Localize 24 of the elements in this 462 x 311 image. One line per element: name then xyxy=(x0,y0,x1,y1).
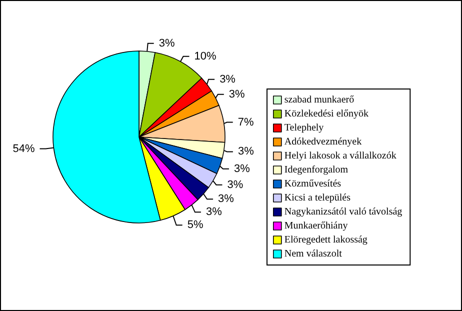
data-label: 3% xyxy=(206,206,222,218)
legend-label: Közlekedési előnyök xyxy=(284,108,369,120)
data-label: 3% xyxy=(227,178,244,191)
legend-label: szabad munkaerő xyxy=(284,94,354,106)
data-label: 3% xyxy=(234,162,250,175)
legend-label: Közművesítés xyxy=(284,178,342,190)
data-label: 10% xyxy=(194,50,216,62)
data-label: 3% xyxy=(238,146,254,158)
legend-label: Helyi lakosok a vállalkozók xyxy=(284,150,396,162)
legend-label: Telephely xyxy=(284,122,324,134)
data-label: 3% xyxy=(218,193,234,206)
data-label: 3% xyxy=(158,37,175,50)
legend-label: Adókedvezmények xyxy=(284,136,362,148)
legend-label: Munkaerőhiány xyxy=(284,220,348,232)
data-label: 54% xyxy=(12,142,35,155)
legend-label: Idegenforgalom xyxy=(284,164,348,176)
data-label: 5% xyxy=(187,219,204,232)
legend-label: Elöregedett lakosság xyxy=(284,234,368,246)
legend-label: Nem válaszolt xyxy=(284,248,342,260)
data-label: 7% xyxy=(238,116,254,128)
legend-label: Kicsi a település xyxy=(284,192,351,204)
data-label: 3% xyxy=(228,88,246,100)
data-label: 3% xyxy=(220,73,236,86)
legend-label: Nagykanizsától való távolság xyxy=(284,206,402,218)
